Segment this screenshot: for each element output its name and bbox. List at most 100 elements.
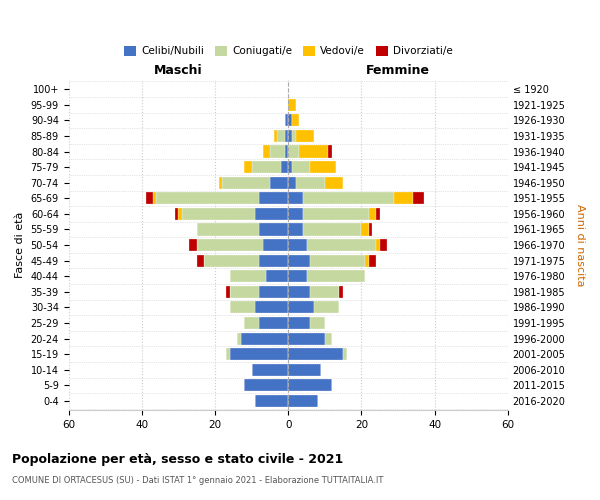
Bar <box>307 239 376 251</box>
Bar <box>255 302 288 314</box>
Bar <box>310 286 340 298</box>
Bar <box>197 224 259 235</box>
Bar <box>244 380 288 392</box>
Bar <box>343 348 347 360</box>
Bar <box>230 270 266 282</box>
Bar <box>244 317 259 329</box>
Bar <box>288 317 310 329</box>
Bar <box>288 192 303 204</box>
Bar <box>251 364 288 376</box>
Bar <box>310 161 336 173</box>
Bar <box>369 254 376 266</box>
Bar <box>266 270 288 282</box>
Bar <box>376 239 380 251</box>
Y-axis label: Fasce di età: Fasce di età <box>15 212 25 278</box>
Bar <box>288 302 314 314</box>
Bar <box>175 208 178 220</box>
Bar <box>340 286 343 298</box>
Bar <box>230 286 259 298</box>
Bar <box>284 146 288 158</box>
Bar <box>365 254 369 266</box>
Bar <box>230 348 288 360</box>
Bar <box>204 254 259 266</box>
Bar <box>223 176 270 189</box>
Bar <box>241 332 288 344</box>
Bar <box>182 208 255 220</box>
Bar <box>288 364 321 376</box>
Bar <box>178 208 182 220</box>
Bar <box>255 208 288 220</box>
Bar <box>226 348 230 360</box>
Text: Maschi: Maschi <box>154 64 203 76</box>
Bar <box>328 146 332 158</box>
Bar <box>197 254 204 266</box>
Bar <box>310 317 325 329</box>
Bar <box>259 286 288 298</box>
Bar <box>263 146 270 158</box>
Bar <box>288 161 292 173</box>
Bar <box>288 224 303 235</box>
Bar <box>288 348 343 360</box>
Bar <box>288 208 303 220</box>
Bar <box>284 114 288 126</box>
Bar <box>259 254 288 266</box>
Bar <box>277 130 284 142</box>
Bar <box>292 161 310 173</box>
Bar <box>325 176 343 189</box>
Text: Femmine: Femmine <box>366 64 430 76</box>
Bar <box>288 270 307 282</box>
Bar <box>292 130 296 142</box>
Bar <box>230 302 255 314</box>
Bar <box>314 302 340 314</box>
Text: Popolazione per età, sesso e stato civile - 2021: Popolazione per età, sesso e stato civil… <box>12 452 343 466</box>
Bar <box>284 130 288 142</box>
Bar <box>310 254 365 266</box>
Bar <box>237 332 241 344</box>
Bar <box>255 395 288 407</box>
Bar <box>288 114 292 126</box>
Bar <box>303 192 394 204</box>
Bar <box>380 239 387 251</box>
Bar <box>292 114 299 126</box>
Bar <box>259 192 288 204</box>
Bar <box>263 239 288 251</box>
Bar <box>369 208 376 220</box>
Bar <box>413 192 424 204</box>
Bar <box>157 192 259 204</box>
Bar <box>146 192 153 204</box>
Bar <box>288 176 296 189</box>
Bar <box>307 270 365 282</box>
Bar <box>288 146 299 158</box>
Bar <box>288 380 332 392</box>
Bar <box>288 254 310 266</box>
Bar <box>288 286 310 298</box>
Bar <box>259 317 288 329</box>
Bar <box>251 161 281 173</box>
Bar <box>219 176 223 189</box>
Bar <box>394 192 413 204</box>
Bar <box>226 286 230 298</box>
Bar <box>288 332 325 344</box>
Bar <box>197 239 263 251</box>
Bar <box>325 332 332 344</box>
Bar <box>270 176 288 189</box>
Bar <box>274 130 277 142</box>
Legend: Celibi/Nubili, Coniugati/e, Vedovi/e, Divorziati/e: Celibi/Nubili, Coniugati/e, Vedovi/e, Di… <box>119 42 457 60</box>
Y-axis label: Anni di nascita: Anni di nascita <box>575 204 585 286</box>
Bar <box>244 161 251 173</box>
Bar <box>361 224 369 235</box>
Bar <box>376 208 380 220</box>
Bar <box>190 239 197 251</box>
Bar <box>288 130 292 142</box>
Bar <box>153 192 157 204</box>
Bar <box>296 176 325 189</box>
Bar <box>270 146 284 158</box>
Bar <box>259 224 288 235</box>
Bar <box>281 161 288 173</box>
Bar <box>288 395 317 407</box>
Bar <box>288 239 307 251</box>
Bar <box>288 98 296 111</box>
Text: COMUNE DI ORTACESUS (SU) - Dati ISTAT 1° gennaio 2021 - Elaborazione TUTTAITALIA: COMUNE DI ORTACESUS (SU) - Dati ISTAT 1°… <box>12 476 383 485</box>
Bar <box>369 224 373 235</box>
Bar <box>303 224 361 235</box>
